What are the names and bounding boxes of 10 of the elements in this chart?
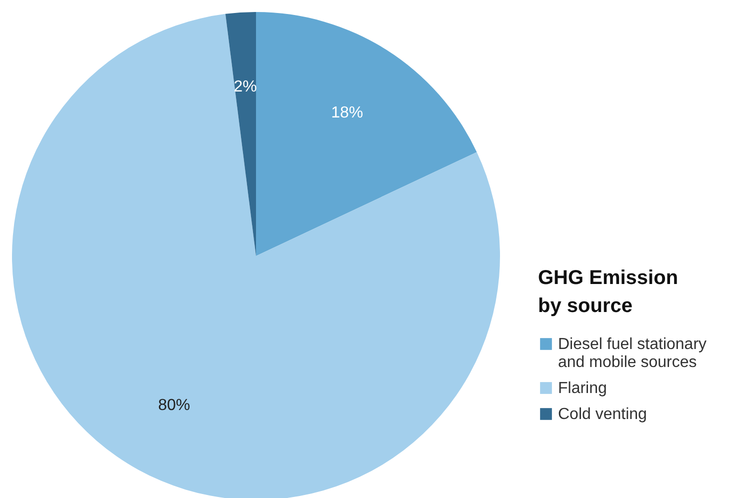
legend-label: Flaring [558,380,607,397]
data-label: 18% [331,104,364,122]
legend-title: GHG Emission by source [538,267,678,317]
legend-label: Diesel fuel stationary and mobile sources [558,336,707,371]
pie-slice [256,12,477,256]
legend-label: Cold venting [558,406,647,423]
data-label: 2% [234,78,257,96]
pie-slice [225,12,256,256]
pie-slice [12,14,500,498]
data-label: 80% [158,396,190,414]
